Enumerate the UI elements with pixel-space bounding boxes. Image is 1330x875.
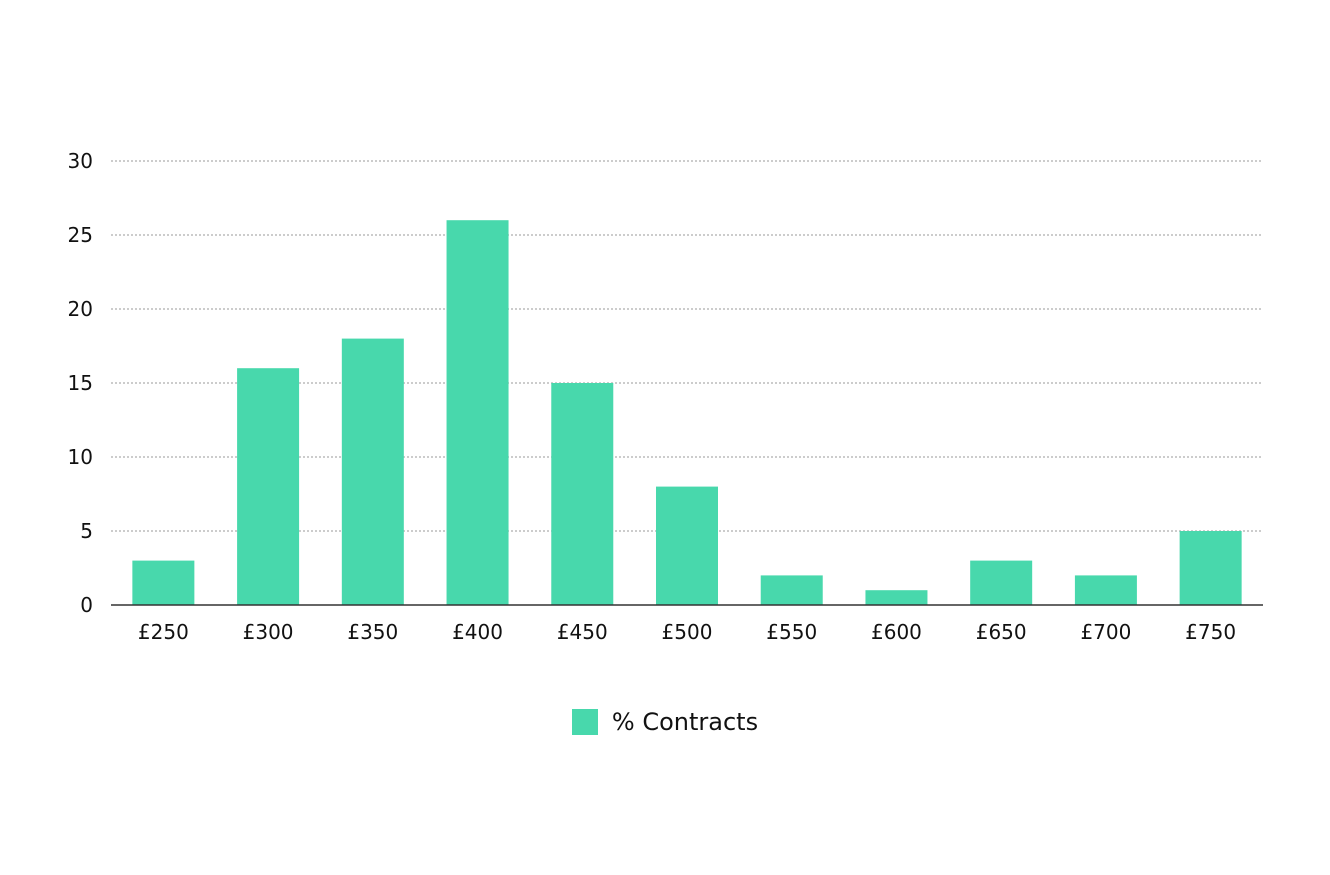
bar	[551, 383, 614, 605]
bar	[1179, 531, 1242, 605]
x-tick-label: £250	[138, 620, 189, 644]
x-tick-label: £450	[557, 620, 608, 644]
y-tick-label: 20	[68, 297, 93, 321]
y-tick-label: 10	[68, 445, 93, 469]
x-tick-label: £400	[452, 620, 503, 644]
x-tick-label: £700	[1080, 620, 1131, 644]
y-tick-label: 30	[68, 149, 93, 173]
bar	[341, 338, 404, 605]
legend: % Contracts	[0, 708, 1330, 736]
bar	[970, 560, 1033, 605]
x-tick-label: £750	[1185, 620, 1236, 644]
legend-label: % Contracts	[611, 708, 759, 736]
y-tick-label: 25	[68, 223, 93, 247]
bar	[132, 560, 195, 605]
y-tick-label: 5	[80, 519, 93, 543]
x-tick-label: £550	[766, 620, 817, 644]
x-tick-label: £650	[976, 620, 1027, 644]
bar	[656, 486, 718, 605]
bar	[865, 590, 928, 605]
bar	[446, 220, 509, 605]
bar	[1074, 575, 1137, 605]
y-tick-label: 15	[68, 371, 93, 395]
y-tick-label: 0	[80, 593, 93, 617]
bar	[237, 368, 300, 605]
x-tick-label: £600	[871, 620, 922, 644]
legend-swatch	[571, 709, 598, 735]
x-tick-label: £350	[347, 620, 398, 644]
x-tick-label: £500	[662, 620, 713, 644]
bar	[760, 575, 823, 605]
x-tick-label: £300	[243, 620, 294, 644]
